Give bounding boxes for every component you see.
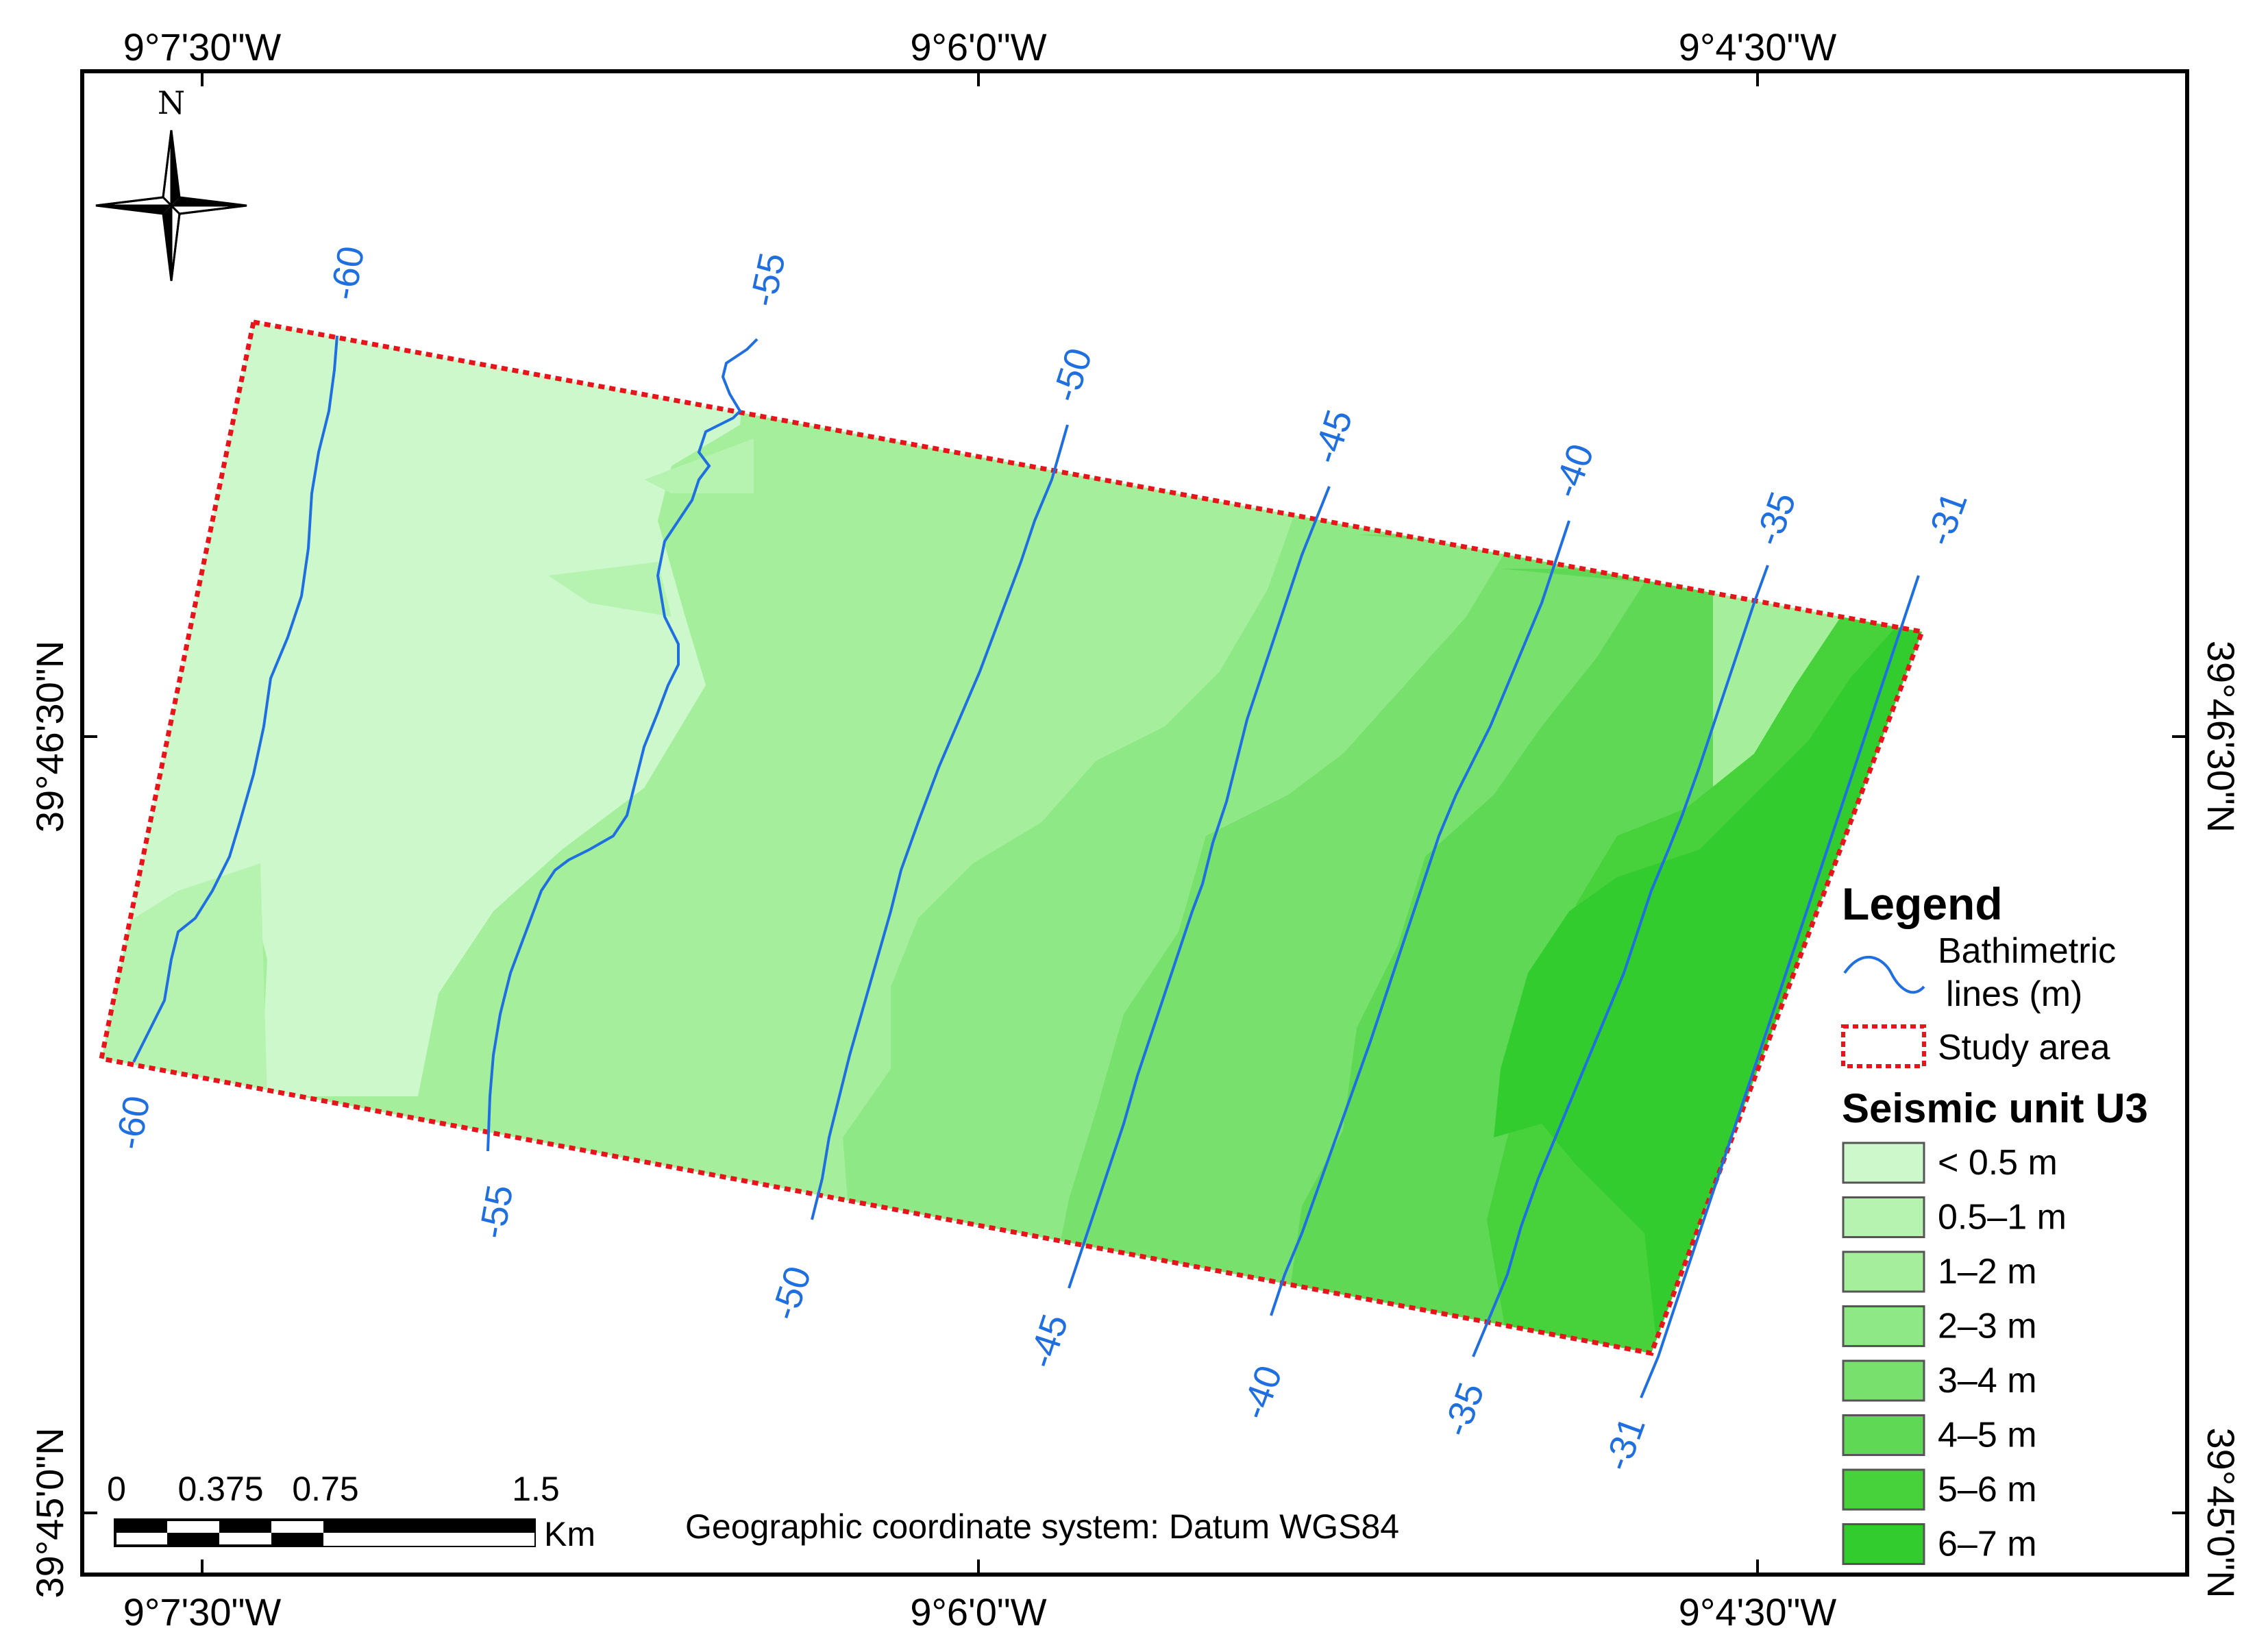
lon-label-top-2: 9°6'0"W bbox=[910, 25, 1046, 69]
scale-unit: Km bbox=[544, 1515, 595, 1553]
legend-classes: < 0.5 m 0.5–1 m 1–2 m 2–3 m 3–4 m 4–5 m 5–6 m 6… bbox=[1842, 1142, 2067, 1565]
contour-40 bbox=[1270, 520, 1570, 1316]
lat-label-left-2: 39°45'0"N bbox=[28, 1427, 71, 1598]
legend-swatch-4 bbox=[1842, 1359, 1925, 1402]
legend-title: Legend bbox=[1842, 878, 2003, 929]
lat-label-left-1: 39°46'30"N bbox=[28, 641, 71, 833]
lon-label-bottom-2: 9°6'0"W bbox=[910, 1590, 1046, 1633]
lon-label-top-3: 9°4'30"W bbox=[1679, 25, 1837, 69]
legend-bathymetric-label-1: Bathimetric bbox=[1938, 931, 2116, 971]
legend-seismic-title: Seismic unit U3 bbox=[1842, 1085, 2148, 1131]
legend: Legend Bathimetric lines (m) Study area … bbox=[1841, 878, 2148, 1565]
compass-rose-icon bbox=[95, 130, 247, 282]
contour-35 bbox=[1472, 565, 1769, 1357]
legend-swatch-1 bbox=[1842, 1196, 1925, 1238]
legend-class-label-4: 3–4 m bbox=[1938, 1361, 2037, 1401]
legend-swatch-3 bbox=[1842, 1305, 1925, 1347]
lat-label-right-2: 39°45'0"N bbox=[2199, 1427, 2243, 1598]
study-area-symbol bbox=[1841, 1024, 1926, 1068]
contour-45 bbox=[1068, 486, 1331, 1289]
legend-class-label-2: 1–2 m bbox=[1938, 1252, 2037, 1292]
contour-label-bottom-55: -55 bbox=[471, 1182, 521, 1242]
legend-class-label-6: 5–6 m bbox=[1938, 1470, 2037, 1509]
legend-swatch-6 bbox=[1842, 1468, 1925, 1511]
bathymetric-line-symbol bbox=[1843, 956, 1925, 994]
scale-label-0: 0 bbox=[107, 1470, 126, 1508]
contour-55 bbox=[486, 338, 759, 1152]
legend-class-label-3: 2–3 m bbox=[1938, 1307, 2037, 1346]
legend-bathymetric-label-2: lines (m) bbox=[1946, 974, 2082, 1014]
north-label: N bbox=[158, 84, 185, 121]
scale-label-075: 0.75 bbox=[292, 1470, 358, 1508]
legend-study-area-label: Study area bbox=[1938, 1028, 2110, 1068]
legend-class-label-7: 6–7 m bbox=[1938, 1525, 2037, 1564]
contour-label-top-60: -60 bbox=[323, 243, 373, 303]
contour-31 bbox=[1640, 575, 1920, 1398]
zone-lt-0.5m bbox=[101, 322, 754, 1096]
graticule-ticks bbox=[82, 71, 2187, 1575]
scale-bar bbox=[114, 1518, 536, 1547]
bathymetric-lines bbox=[132, 335, 1920, 1398]
scale-label-0375: 0.375 bbox=[177, 1470, 263, 1508]
contour-label-bottom-60: -60 bbox=[108, 1093, 158, 1152]
legend-swatch-5 bbox=[1842, 1414, 1925, 1456]
zone-0.5-1m bbox=[101, 439, 1384, 1096]
legend-class-label-5: 4–5 m bbox=[1938, 1416, 2037, 1455]
legend-class-label-0: < 0.5 m bbox=[1938, 1143, 2058, 1183]
legend-swatch-7 bbox=[1842, 1523, 1925, 1565]
contour-60 bbox=[132, 335, 338, 1063]
lon-label-bottom-1: 9°7'30"W bbox=[123, 1590, 282, 1633]
study-area-boundary bbox=[98, 319, 1925, 1356]
legend-class-label-1: 0.5–1 m bbox=[1938, 1198, 2067, 1237]
lon-label-bottom-3: 9°4'30"W bbox=[1679, 1590, 1837, 1633]
legend-swatch-2 bbox=[1842, 1250, 1925, 1293]
lat-label-right-1: 39°46'30"N bbox=[2199, 641, 2243, 833]
scale-label-15: 1.5 bbox=[512, 1470, 560, 1508]
crs-note: Geographic coordinate system: Datum WGS8… bbox=[685, 1507, 1399, 1546]
lon-label-top-1: 9°7'30"W bbox=[123, 25, 282, 69]
legend-swatch-0 bbox=[1842, 1142, 1925, 1184]
contour-50 bbox=[811, 424, 1069, 1220]
